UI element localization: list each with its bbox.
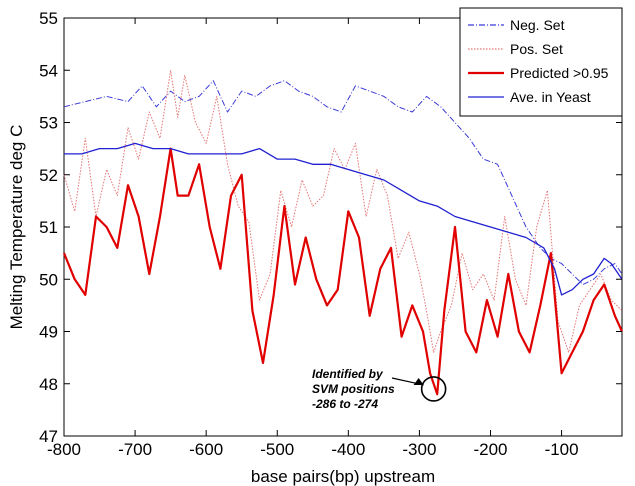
annotation-text-line: -286 to -274 — [312, 397, 378, 411]
y-axis-label: Melting Temperature deg C — [7, 125, 26, 330]
legend: Neg. Set Pos. Set Predicted >0.95 Ave. in Y… — [459, 7, 623, 117]
x-tick-label: -700 — [118, 440, 152, 459]
legend-entry-2: Predicted >0.95 — [510, 65, 609, 81]
series-line-2 — [62, 147, 624, 396]
annotation-circle — [420, 376, 447, 402]
legend-box — [459, 7, 623, 117]
annotation-text-line: Identified by — [312, 367, 384, 381]
y-tick-label: 48 — [39, 375, 58, 394]
x-tick-label: -200 — [473, 440, 507, 459]
annotation-text-line: SVM positions — [312, 382, 395, 396]
axis-ticks: -800 -700 -600 -500 -400 -300 -200 -100 47 48 49 50… — [39, 9, 622, 459]
x-tick-label: -500 — [260, 440, 294, 459]
x-tick-label: -800 — [47, 440, 81, 459]
y-tick-label: 49 — [39, 323, 58, 342]
x-tick-label: -100 — [545, 440, 579, 459]
x-axis-label: base pairs(bp) upstream — [251, 467, 435, 486]
x-tick-label: -600 — [189, 440, 223, 459]
legend-entry-3: Ave. in Yeast — [510, 89, 591, 105]
y-tick-label: 50 — [39, 270, 58, 289]
x-tick-label: -300 — [402, 440, 436, 459]
legend-entry-1: Pos. Set — [510, 41, 563, 57]
legend-entry-0: Neg. Set — [510, 17, 565, 33]
y-tick-label: 52 — [39, 166, 58, 185]
x-tick-label: -400 — [331, 440, 365, 459]
y-tick-label: 47 — [39, 427, 58, 446]
y-tick-label: 53 — [39, 114, 58, 133]
series-line-0 — [63, 80, 623, 285]
y-tick-label: 55 — [39, 9, 58, 28]
series-line-3 — [64, 142, 623, 296]
y-tick-label: 54 — [39, 61, 58, 80]
annotation-arrowhead — [413, 377, 424, 385]
y-tick-label: 51 — [39, 218, 58, 237]
